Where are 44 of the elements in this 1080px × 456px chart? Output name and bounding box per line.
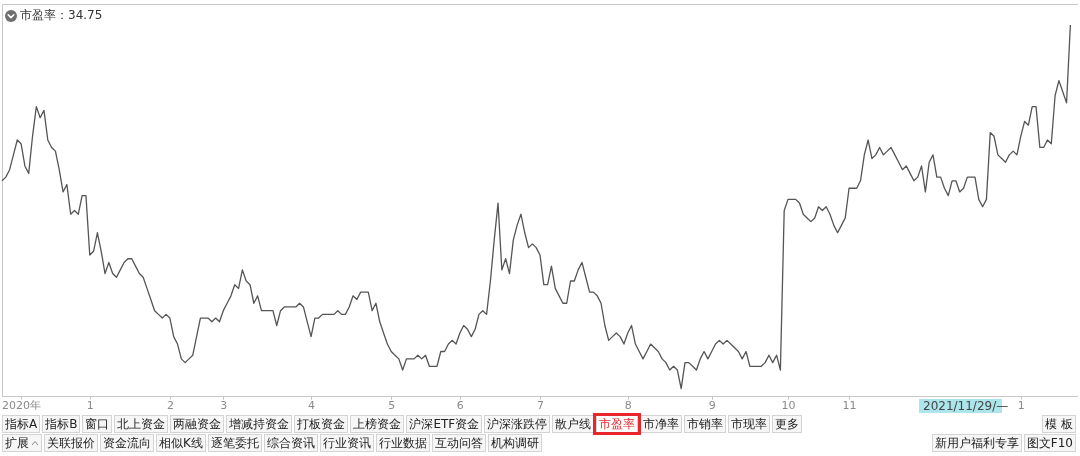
- x-tick-label: 4: [308, 398, 316, 412]
- text: 行业数据: [378, 435, 427, 451]
- x-tick-label: 9: [708, 398, 716, 412]
- text: 指标B: [45, 416, 78, 432]
- text: 增减持资金: [229, 416, 290, 432]
- text: 资金流向: [103, 435, 151, 451]
- x-tick-label: 8: [624, 398, 632, 412]
- x-tick-label: 6: [456, 398, 464, 412]
- text: 机构调研: [490, 435, 539, 451]
- text: 更多: [775, 416, 800, 432]
- text: 市净率: [643, 416, 680, 432]
- text: 打板资金: [297, 416, 346, 432]
- x-tick-label: 1: [1017, 398, 1025, 412]
- text: 沪深ETF资金: [409, 416, 480, 432]
- text: 市现率: [731, 416, 768, 432]
- text: 模 板: [1045, 416, 1073, 432]
- text: 关联报价: [47, 435, 95, 451]
- x-tick-label: 1: [86, 398, 94, 412]
- text: 行业资讯: [322, 435, 371, 451]
- text: 2021/11/29/—: [922, 399, 1009, 413]
- text: 逐笔委托: [210, 435, 259, 451]
- text: 市销率: [687, 416, 724, 432]
- x-tick-label: 2: [166, 398, 174, 412]
- text: 扩展: [5, 435, 29, 451]
- x-tick-label: 2020年: [2, 398, 42, 412]
- x-tick-label: 7: [537, 398, 544, 412]
- text: 沪深涨跌停: [487, 416, 548, 432]
- text: 指标A: [5, 416, 38, 432]
- chart-title: 市盈率：34.75: [20, 7, 103, 24]
- text: 上榜资金: [353, 416, 402, 432]
- text: 新用户福利专享: [934, 435, 1019, 451]
- text: 散户线: [555, 416, 592, 432]
- x-tick-label: 11: [842, 398, 857, 412]
- text: 图文F10: [1026, 435, 1073, 451]
- text: 窗口: [85, 416, 110, 432]
- text: 综合资讯: [266, 435, 315, 451]
- text: 相似K线: [159, 435, 203, 451]
- x-tick-label: 3: [220, 398, 228, 412]
- text: 两融资金: [173, 416, 222, 432]
- x-tick-label: 5: [388, 398, 396, 412]
- text: 市盈率: [599, 416, 636, 432]
- text: 北上资金: [117, 416, 166, 432]
- text: 互动问答: [434, 435, 483, 451]
- x-tick-label: 10: [781, 398, 796, 412]
